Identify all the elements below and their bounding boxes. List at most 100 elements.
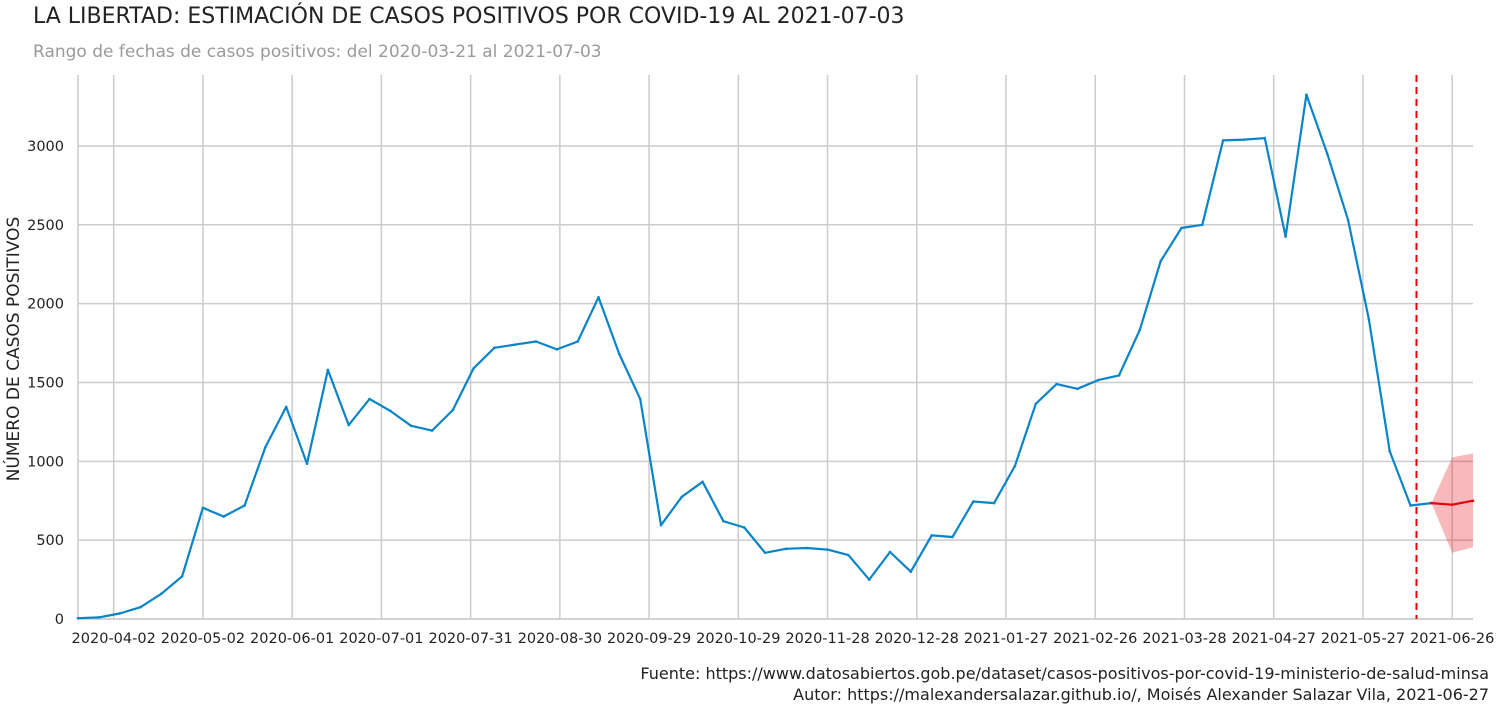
x-tick-label: 2020-09-29 [607, 631, 691, 647]
x-tick-label: 2020-04-02 [72, 631, 156, 647]
data-point [742, 526, 746, 529]
data-point [1388, 449, 1392, 453]
data-point [992, 501, 996, 505]
data-point [97, 616, 101, 619]
data-point [1221, 139, 1225, 142]
y-tick-label: 1500 [27, 375, 64, 391]
confidence-band-area [1431, 453, 1473, 553]
data-point [1263, 136, 1267, 140]
data-point [347, 423, 350, 427]
data-point [1013, 464, 1017, 468]
y-tick-label: 2000 [27, 297, 64, 313]
y-tick-label: 500 [36, 533, 64, 549]
data-point [1346, 218, 1350, 222]
data-point [971, 500, 975, 503]
x-tick-labels: 2020-04-02 2020-05-02 2020-06-01 2020-07-01… [72, 631, 1495, 647]
data-point [201, 506, 205, 510]
x-tick-label: 2021-06-26 [1410, 631, 1494, 647]
confidence-band [1431, 453, 1473, 553]
data-point [805, 546, 809, 550]
data-point [951, 535, 954, 539]
data-point [847, 553, 850, 557]
data-point [472, 366, 475, 370]
data-point [638, 397, 642, 401]
x-tick-label: 2021-04-27 [1232, 631, 1316, 647]
data-point [576, 340, 580, 343]
y-axis-title: NÚMERO DE CASOS POSITIVOS [2, 217, 24, 482]
x-tick-label: 2020-08-30 [518, 631, 602, 647]
data-point [305, 462, 309, 465]
data-point [555, 348, 559, 351]
y-tick-label: 3000 [27, 139, 64, 155]
data-point [1471, 499, 1475, 503]
chart-title: LA LIBERTAD: ESTIMACIÓN DE CASOS POSITIV… [33, 4, 905, 29]
data-point [243, 504, 246, 507]
axes [77, 75, 1473, 620]
data-point [139, 605, 142, 609]
data-point [1201, 223, 1204, 227]
data-point [264, 445, 267, 449]
data-point [1055, 382, 1058, 386]
data-point [618, 352, 621, 356]
footer-author: Autor: https://malexandersalazar.github.… [793, 685, 1489, 704]
data-point [1180, 226, 1183, 230]
footer-source: Fuente: https://www.datosabiertos.gob.pe… [640, 664, 1489, 683]
data-point [513, 343, 517, 346]
data-point [909, 570, 913, 573]
data-point [451, 408, 455, 412]
x-tick-label: 2020-06-01 [250, 631, 334, 647]
data-point [722, 519, 725, 523]
data-point [1076, 387, 1079, 391]
data-point [409, 424, 413, 428]
data-point [159, 592, 163, 596]
data-point [930, 534, 933, 537]
data-point [534, 340, 538, 343]
data-point [389, 409, 392, 413]
y-tick-label: 2500 [27, 218, 64, 234]
data-point [180, 575, 184, 578]
data-point [1138, 328, 1142, 331]
data-point [888, 550, 892, 554]
data-point [867, 578, 871, 581]
data-point [597, 296, 600, 299]
x-tick-label: 2021-02-26 [1053, 631, 1137, 647]
data-point [368, 397, 371, 401]
data-point [1367, 318, 1371, 321]
y-tick-label: 1000 [27, 454, 64, 470]
y-tick-label: 0 [55, 612, 64, 628]
data-point [1117, 374, 1121, 377]
y-tick-labels: 0 500 1000 1500 2000 2500 3000 [27, 139, 64, 628]
data-point [284, 405, 288, 409]
data-point [493, 346, 496, 350]
x-tick-label: 2020-11-28 [785, 631, 869, 647]
x-tick-label: 2020-10-29 [696, 631, 780, 647]
x-tick-label: 2020-05-02 [161, 631, 245, 647]
x-tick-label: 2020-12-28 [875, 631, 959, 647]
data-point [1096, 378, 1100, 382]
data-point [430, 429, 434, 432]
data-point [1409, 504, 1412, 507]
data-point [680, 495, 684, 499]
data-point [222, 515, 226, 518]
data-point [659, 523, 663, 527]
data-point [1430, 501, 1433, 505]
data-point [118, 612, 121, 615]
observed-series-line [77, 93, 1432, 620]
x-tick-label: 2021-01-27 [964, 631, 1048, 647]
data-point [701, 480, 704, 484]
chart-subtitle: Rango de fechas de casos positivos: del … [33, 42, 602, 62]
grid-lines [78, 75, 1473, 620]
data-point [1284, 235, 1287, 238]
x-tick-label: 2020-07-31 [428, 631, 512, 647]
data-point [1325, 152, 1329, 156]
data-point [1242, 138, 1246, 141]
data-point [1305, 93, 1308, 97]
x-tick-label: 2021-03-28 [1142, 631, 1226, 647]
data-point [763, 551, 767, 555]
series-lines [76, 93, 1475, 620]
data-point [826, 548, 829, 551]
data-point [326, 368, 330, 372]
x-tick-label: 2021-05-27 [1321, 631, 1405, 647]
data-point [1450, 503, 1454, 506]
